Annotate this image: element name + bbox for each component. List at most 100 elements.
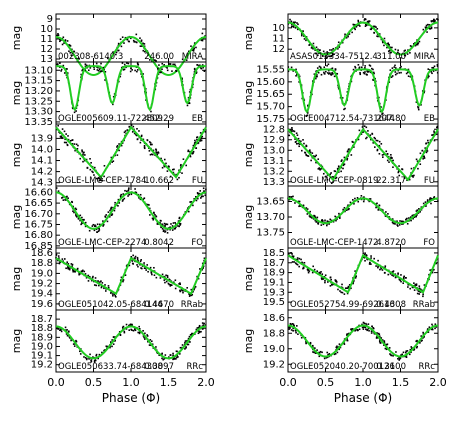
data-point <box>369 28 372 31</box>
data-point <box>364 252 366 254</box>
data-point <box>430 26 433 29</box>
data-point <box>100 62 102 65</box>
data-point <box>60 135 63 137</box>
star-name: OGLE-LMC-CEP-1784 <box>58 176 146 186</box>
data-point <box>291 128 293 131</box>
data-point <box>400 71 402 74</box>
data-point <box>66 261 69 263</box>
y-tick-label: 19.0 <box>31 341 53 352</box>
data-point <box>335 346 338 349</box>
data-point <box>398 358 401 360</box>
data-point <box>125 323 128 326</box>
data-point <box>400 280 402 283</box>
data-point <box>388 347 391 349</box>
data-point <box>128 187 130 189</box>
data-point <box>371 67 373 70</box>
data-point <box>64 326 67 329</box>
data-point <box>150 153 153 156</box>
panel-right-2: 12.812.913.013.113.213.3magOGLE-LMC-CEP-… <box>242 123 439 188</box>
data-point <box>112 95 115 98</box>
data-point <box>334 177 337 180</box>
data-point <box>428 273 430 276</box>
data-point <box>182 291 184 294</box>
class-label: FU <box>192 176 203 186</box>
data-point <box>431 323 433 326</box>
data-point <box>354 197 356 200</box>
data-point <box>360 133 363 135</box>
data-point <box>122 280 124 283</box>
data-point <box>68 337 71 339</box>
period-value: 246.00 <box>144 52 174 62</box>
data-point <box>131 323 133 326</box>
data-point <box>428 75 430 78</box>
data-point <box>171 229 174 231</box>
data-point <box>163 279 166 281</box>
data-point <box>364 67 366 69</box>
data-point <box>292 327 294 330</box>
y-tick-label: 11 <box>272 34 285 45</box>
data-point <box>402 220 405 223</box>
data-point <box>120 45 123 48</box>
data-point <box>409 52 411 54</box>
data-point <box>396 224 399 226</box>
data-point <box>373 257 375 260</box>
data-point <box>397 272 399 275</box>
data-point <box>364 259 366 262</box>
data-point <box>341 283 343 286</box>
data-point <box>163 165 165 167</box>
data-point <box>387 213 389 215</box>
data-point <box>332 47 335 50</box>
data-point <box>329 173 332 176</box>
data-point <box>404 355 407 358</box>
data-point <box>90 161 92 164</box>
data-point <box>137 260 139 262</box>
data-point <box>116 144 119 147</box>
data-point <box>149 214 151 216</box>
data-point <box>378 140 381 143</box>
data-point <box>66 195 68 198</box>
panel-left-5: 18.718.818.919.019.119.2magOGLE050633.74… <box>10 309 207 373</box>
data-point <box>418 293 421 295</box>
data-point <box>308 270 311 272</box>
data-point <box>295 263 298 265</box>
data-point <box>195 199 198 202</box>
data-point <box>61 258 64 260</box>
data-point <box>392 222 395 225</box>
data-point <box>126 129 129 131</box>
data-point <box>363 198 365 201</box>
data-point <box>400 220 403 223</box>
data-point <box>86 357 88 360</box>
data-point <box>297 23 299 26</box>
y-tick-label: 15.65 <box>256 89 285 100</box>
data-point <box>316 67 319 69</box>
data-point <box>321 54 324 57</box>
data-point <box>92 275 94 278</box>
data-point <box>326 64 328 67</box>
data-point <box>384 265 387 267</box>
y-tick-label: 18.7 <box>31 314 53 325</box>
data-point <box>324 55 327 58</box>
data-point <box>200 39 203 41</box>
data-point <box>179 290 182 293</box>
data-point <box>339 290 341 292</box>
data-point <box>348 284 351 286</box>
data-point <box>175 70 178 72</box>
data-point <box>288 134 291 137</box>
data-point <box>290 196 293 198</box>
data-point <box>347 204 349 207</box>
data-point <box>331 52 334 55</box>
data-point <box>329 218 332 221</box>
data-point <box>412 43 415 45</box>
data-point <box>361 126 364 128</box>
data-point <box>368 329 370 332</box>
data-point <box>379 268 381 271</box>
data-point <box>106 220 109 223</box>
data-point <box>403 177 406 179</box>
data-point <box>320 73 323 76</box>
data-point <box>325 356 328 359</box>
data-point <box>351 31 353 34</box>
data-point <box>417 42 420 44</box>
data-point <box>364 71 366 73</box>
data-point <box>388 49 391 52</box>
data-point <box>151 143 153 146</box>
